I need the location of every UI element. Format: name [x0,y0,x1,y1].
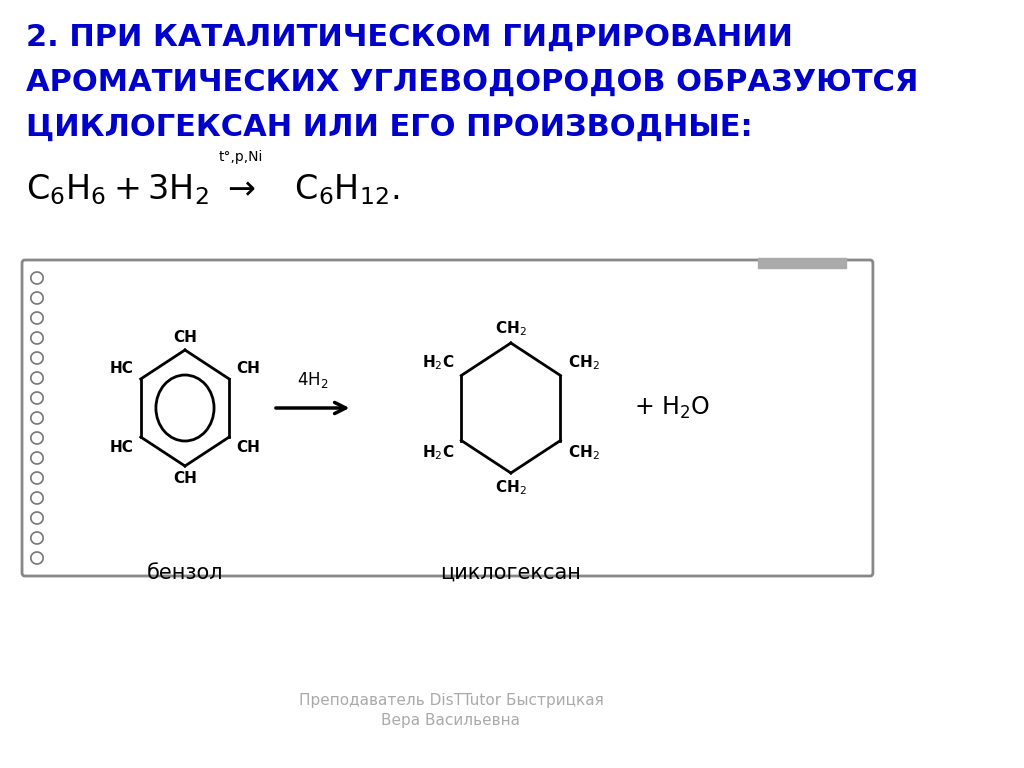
Text: 2. ПРИ КАТАЛИТИЧЕСКОМ ГИДРИРОВАНИИ: 2. ПРИ КАТАЛИТИЧЕСКОМ ГИДРИРОВАНИИ [27,23,794,52]
Text: CH$_2$: CH$_2$ [567,443,599,462]
Text: $\rm 4H_2$: $\rm 4H_2$ [297,370,329,390]
Text: H$_2$C: H$_2$C [422,443,455,462]
FancyBboxPatch shape [23,260,872,576]
Text: H$_2$C: H$_2$C [422,354,455,372]
Text: $\rm C_6H_6 + 3H_2\ \rightarrow \quad C_6H_{12}.$: $\rm C_6H_6 + 3H_2\ \rightarrow \quad C_… [27,173,399,207]
Text: CH$_2$: CH$_2$ [495,319,526,338]
Text: CH: CH [173,471,197,486]
Text: бензол: бензол [146,563,223,583]
Text: CH: CH [173,330,197,345]
Text: CH$_2$: CH$_2$ [495,478,526,497]
Text: CH: CH [237,440,260,455]
Text: CH$_2$: CH$_2$ [567,354,599,372]
Text: Вера Васильевна: Вера Васильевна [382,713,520,727]
Text: $+\ \rm H_2O$: $+\ \rm H_2O$ [634,395,711,421]
Text: циклогексан: циклогексан [440,563,582,583]
Text: t°,p,Ni: t°,p,Ni [218,150,263,164]
Text: CH: CH [237,361,260,376]
Text: HC: HC [110,361,134,376]
Text: HC: HC [110,440,134,455]
Text: Преподаватель DisTTutor Быстрицкая: Преподаватель DisTTutor Быстрицкая [299,693,603,707]
Bar [758,258,846,268]
Text: АРОМАТИЧЕСКИХ УГЛЕВОДОРОДОВ ОБРАЗУЮТСЯ: АРОМАТИЧЕСКИХ УГЛЕВОДОРОДОВ ОБРАЗУЮТСЯ [27,68,919,97]
Text: ЦИКЛОГЕКСАН ИЛИ ЕГО ПРОИЗВОДНЫЕ:: ЦИКЛОГЕКСАН ИЛИ ЕГО ПРОИЗВОДНЫЕ: [27,113,753,142]
